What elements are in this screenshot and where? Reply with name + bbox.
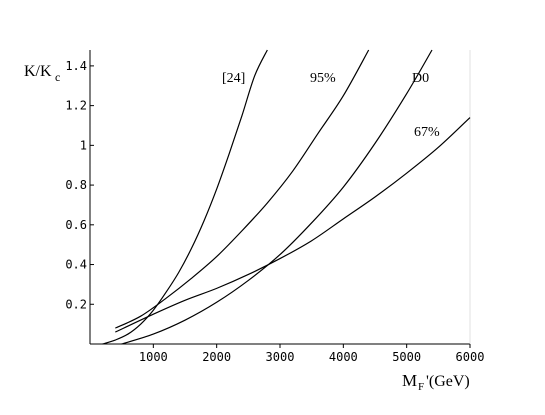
- y-tick-label: 1.4: [65, 59, 87, 73]
- x-tick-label: 2000: [202, 350, 231, 364]
- x-tick-label: 5000: [392, 350, 421, 364]
- curve-label-d0: D0: [412, 71, 429, 86]
- series-layer: [102, 49, 471, 345]
- x-axis-label-main: M: [402, 371, 417, 390]
- x-tick-label: 1000: [139, 350, 168, 364]
- y-axis-label-sub: c: [55, 70, 60, 84]
- y-axis-label-main: K/K: [24, 63, 52, 80]
- y-tick-label: 0.6: [65, 218, 87, 232]
- series-line-2: [121, 49, 433, 345]
- curve-label-67: 67%: [414, 125, 440, 140]
- curve-label-95: 95%: [310, 71, 336, 86]
- series-line-1: [115, 49, 370, 329]
- y-axis-label: K/K c: [24, 63, 60, 84]
- series-line-3: [115, 117, 471, 333]
- x-tick-label: 6000: [456, 350, 485, 364]
- y-tick-label: 0.4: [65, 258, 87, 272]
- curve-label-24: [24]: [222, 71, 245, 86]
- y-ticks: 0.2 0.4 0.6 0.8 1 1.2 1.4: [65, 59, 94, 311]
- x-axis-label: M F '(GeV): [402, 371, 470, 393]
- y-tick-label: 0.2: [65, 297, 87, 311]
- x-axis-label-rest: '(GeV): [426, 373, 470, 390]
- y-tick-label: 0.8: [65, 178, 87, 192]
- series-line-0: [102, 49, 268, 345]
- x-tick-label: 3000: [266, 350, 295, 364]
- x-ticks: 1000 2000 3000 4000 5000 6000: [139, 344, 485, 364]
- x-tick-label: 4000: [329, 350, 358, 364]
- x-axis-label-sub: F: [418, 381, 424, 393]
- y-tick-label: 1.2: [65, 99, 87, 113]
- y-tick-label: 1: [80, 138, 87, 152]
